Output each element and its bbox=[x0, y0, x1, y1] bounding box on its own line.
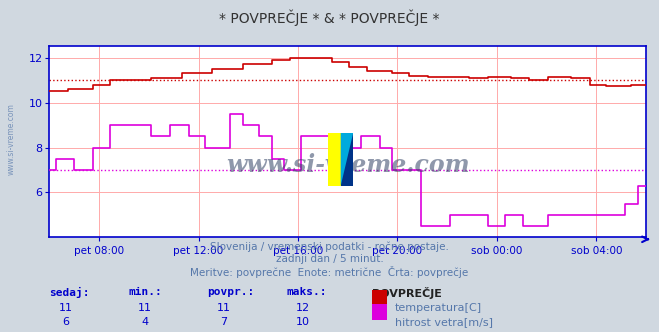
Polygon shape bbox=[341, 133, 353, 186]
Text: hitrost vetra[m/s]: hitrost vetra[m/s] bbox=[395, 317, 493, 327]
Polygon shape bbox=[328, 133, 341, 186]
Text: povpr.:: povpr.: bbox=[208, 287, 255, 297]
Text: 10: 10 bbox=[296, 317, 310, 327]
Text: Slovenija / vremenski podatki - ročne postaje.: Slovenija / vremenski podatki - ročne po… bbox=[210, 242, 449, 252]
Text: www.si-vreme.com: www.si-vreme.com bbox=[226, 153, 469, 177]
Text: 7: 7 bbox=[221, 317, 227, 327]
Text: www.si-vreme.com: www.si-vreme.com bbox=[7, 104, 16, 175]
Text: POVPREČJE: POVPREČJE bbox=[372, 287, 442, 299]
Text: 11: 11 bbox=[138, 303, 152, 313]
Text: temperatura[C]: temperatura[C] bbox=[395, 303, 482, 313]
Text: maks.:: maks.: bbox=[287, 287, 327, 297]
Text: 4: 4 bbox=[142, 317, 148, 327]
Text: min.:: min.: bbox=[129, 287, 162, 297]
Text: zadnji dan / 5 minut.: zadnji dan / 5 minut. bbox=[275, 254, 384, 264]
Text: 11: 11 bbox=[59, 303, 73, 313]
Text: sedaj:: sedaj: bbox=[49, 287, 90, 298]
Text: 12: 12 bbox=[296, 303, 310, 313]
Text: * POVPREČJE * & * POVPREČJE *: * POVPREČJE * & * POVPREČJE * bbox=[219, 9, 440, 26]
Text: Meritve: povprečne  Enote: metrične  Črta: povprečje: Meritve: povprečne Enote: metrične Črta:… bbox=[190, 266, 469, 278]
Text: 6: 6 bbox=[63, 317, 69, 327]
Text: 11: 11 bbox=[217, 303, 231, 313]
Polygon shape bbox=[341, 133, 353, 186]
